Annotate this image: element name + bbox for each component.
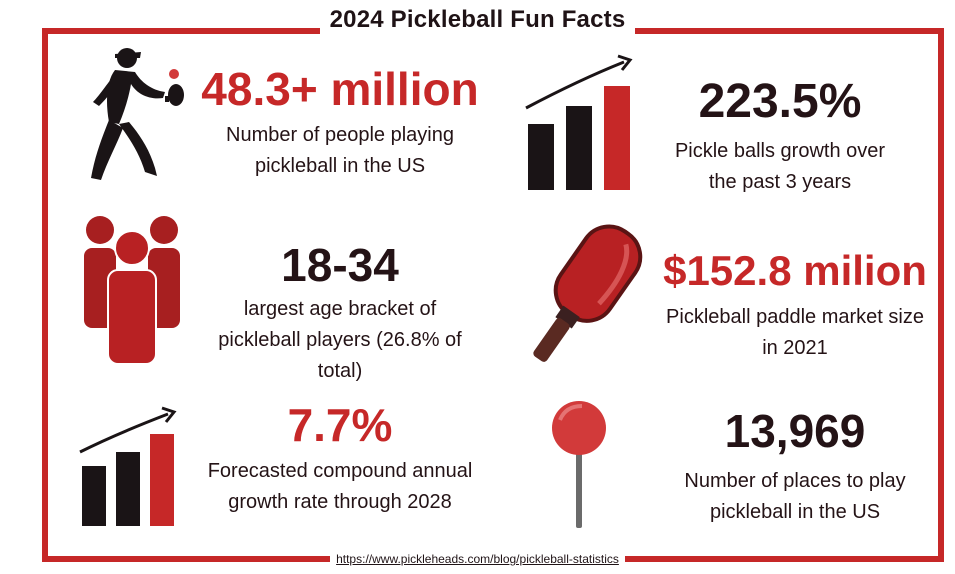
- fact-value: 48.3+ million: [201, 63, 479, 115]
- player-silhouette-icon: [91, 48, 184, 180]
- growth-bar-chart-icon: [525, 54, 633, 190]
- source-link[interactable]: https://www.pickleheads.com/blog/pickleb…: [330, 552, 625, 566]
- people-group-icon: [84, 216, 180, 365]
- fact-value: 7.7%: [287, 399, 393, 451]
- fact-description: Forecasted compound annual growth rate t…: [207, 460, 473, 513]
- fact-description: Pickle balls growth over the past 3 year…: [674, 140, 886, 193]
- fact-value: $152.8 milion: [663, 247, 927, 294]
- fact-card-players: 48.3+ million Number of people playing p…: [190, 66, 490, 182]
- map-pin-icon: [552, 401, 606, 528]
- fact-card-paddle-market: $152.8 milion Pickleball paddle market s…: [650, 250, 940, 364]
- fact-value: 13,969: [724, 405, 866, 457]
- fact-description: Number of people playing pickleball in t…: [226, 124, 454, 177]
- fact-value: 18-34: [281, 239, 399, 291]
- growth-bar-chart-icon: [79, 406, 177, 526]
- fact-description: Pickleball paddle market size in 2021: [666, 306, 924, 359]
- pickleball-paddle-icon: [533, 224, 643, 362]
- fact-description: largest age bracket of pickleball player…: [218, 298, 462, 382]
- fact-card-cagr: 7.7% Forecasted compound annual growth r…: [200, 402, 480, 518]
- fact-description: Number of places to play pickleball in t…: [684, 470, 906, 523]
- page-title: 2024 Pickleball Fun Facts: [319, 6, 636, 34]
- fact-card-pickle-balls: 223.5% Pickle balls growth over the past…: [660, 78, 900, 198]
- fact-card-places: 13,969 Number of places to play pickleba…: [660, 408, 930, 528]
- fact-value: 223.5%: [698, 75, 862, 128]
- fact-card-age-bracket: 18-34 largest age bracket of pickleball …: [200, 242, 480, 387]
